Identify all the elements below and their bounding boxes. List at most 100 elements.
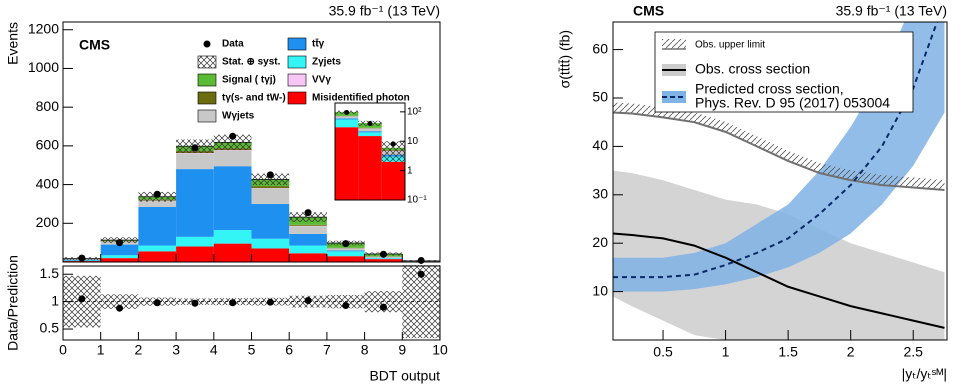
inset-segment (358, 132, 382, 137)
inset-data-point (344, 110, 350, 116)
x-axis-label: |yₜ/yₜˢᴹ| (902, 366, 947, 382)
data-point (229, 132, 237, 140)
inset-frame (334, 102, 406, 201)
ratio-point (116, 304, 124, 312)
x-axis-label: BDT output (369, 368, 440, 384)
y-tick-label: 1000 (28, 59, 59, 75)
bar-segment (251, 188, 290, 204)
bar-segment (138, 245, 177, 252)
inset-segment (358, 128, 382, 132)
inset-segment (335, 116, 359, 119)
legend-label: VVγ (312, 75, 331, 86)
x-tick-label: 0.5 (653, 344, 673, 360)
bar-segment (138, 251, 177, 262)
legend-label: Wγjets (222, 111, 255, 122)
bar-segment (251, 238, 290, 249)
y-tick-label: 1200 (28, 20, 59, 36)
legend-label: Stat. ⊕ syst. (222, 57, 281, 68)
inset-segment (381, 161, 405, 200)
y-tick-label: 200 (36, 214, 60, 230)
legend-swatch (197, 91, 217, 105)
ratio-point (342, 301, 350, 309)
y-tick-label: 60 (592, 40, 608, 56)
bar-segment (326, 248, 365, 251)
data-point (379, 250, 387, 258)
legend-label: Obs. cross section (695, 61, 810, 77)
bar-segment (213, 230, 252, 244)
bar-segment (213, 150, 252, 151)
bar-segment (289, 233, 327, 246)
frame (612, 21, 948, 341)
bar-segment (100, 258, 139, 262)
ratio-point (417, 270, 425, 278)
ratio-point (78, 295, 86, 303)
bar-segment (176, 153, 214, 170)
x-tick-label: 1.5 (778, 344, 798, 360)
data-point (191, 144, 199, 152)
bar-segment (364, 258, 403, 260)
legend-hatch (662, 39, 686, 49)
y-tick-label: 30 (592, 185, 608, 201)
y-tick-label: 400 (36, 175, 60, 191)
y-tick-label: 10 (592, 282, 608, 298)
y-tick-label: 50 (592, 89, 608, 105)
uncertainty-band (251, 173, 290, 186)
inset-uncertainty (381, 141, 405, 162)
ratio-y-tick-label: 1 (51, 292, 59, 308)
x-tick-label: 1 (722, 344, 730, 360)
bar-segment (176, 236, 214, 247)
x-tick-label: 4 (210, 342, 218, 358)
uncertainty-band (289, 212, 327, 222)
inset (335, 103, 405, 200)
y-axis-label: Events (5, 22, 21, 65)
x-tick-label: 7 (323, 342, 331, 358)
inset-data-point (390, 141, 396, 147)
ratio-point (304, 297, 312, 305)
ratio-y-tick-label: 0.5 (40, 320, 60, 336)
legend-label: Zγjets (312, 57, 341, 68)
legend-box (654, 31, 914, 113)
data-point (266, 171, 274, 179)
bar-segment (213, 166, 252, 231)
x-tick-label: 0 (59, 342, 67, 358)
legend-swatch (287, 37, 307, 51)
bar-segment (100, 255, 139, 259)
data-point (417, 256, 425, 264)
legend-swatch (287, 73, 307, 87)
bar-segment (138, 201, 177, 207)
data-point (78, 254, 86, 262)
bar-segment (138, 206, 177, 246)
ratio-point (379, 303, 387, 311)
ratio-point (153, 299, 161, 307)
legend-label: tγ(s- and tW-) (222, 93, 286, 104)
y-axis-label: σ(tt̄tt̄) (fb) (557, 30, 573, 88)
legend-label: Predicted cross section, (695, 81, 844, 97)
x-tick-label: 1 (97, 342, 105, 358)
legend-swatch (197, 73, 217, 87)
data-point (153, 190, 161, 198)
bar-segment (176, 246, 214, 262)
x-tick-label: 6 (285, 342, 293, 358)
ratio-y-label: Data/Prediction (5, 255, 21, 351)
header-right: 35.9 fb⁻¹ (13 TeV) (836, 3, 947, 19)
y-tick-label: 800 (36, 98, 60, 114)
x-tick-label: 9 (398, 342, 406, 358)
inset-y-tick-label: 1 (407, 165, 413, 176)
legend-swatch (287, 55, 307, 69)
x-tick-label: 2 (135, 342, 143, 358)
inset-y-tick-label: 10⁻¹ (407, 195, 427, 206)
curve (613, 111, 945, 191)
inset-data-point (367, 121, 373, 127)
bar-segment (326, 256, 365, 262)
header-left: CMS (79, 37, 110, 53)
y-tick-label: 600 (36, 137, 60, 153)
excluded-hatch (613, 102, 945, 190)
legend: Obs. upper limit Obs. cross section Predic… (654, 31, 914, 113)
inset-segment (335, 119, 359, 128)
y-tick-label: 40 (592, 137, 608, 153)
inset-segment (358, 131, 382, 133)
bar-segment (176, 169, 214, 237)
inset-y-tick-label: 10² (407, 106, 422, 117)
curve (613, 22, 939, 279)
